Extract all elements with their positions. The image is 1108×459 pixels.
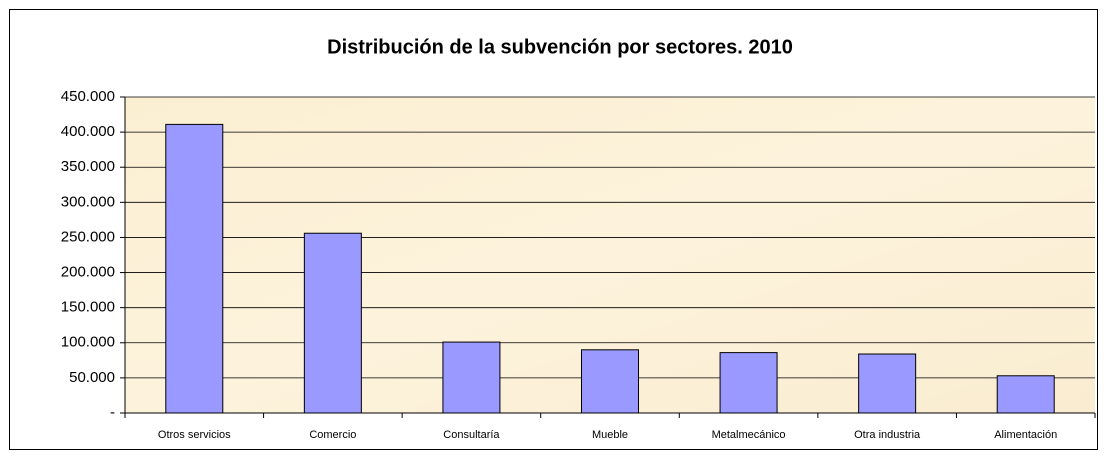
bar bbox=[996, 375, 1055, 414]
x-tick-label: Consultaría bbox=[443, 429, 500, 441]
y-tick-label: 450.000 bbox=[61, 88, 115, 105]
y-tick-label: 350.000 bbox=[61, 158, 115, 175]
x-tick-label: Mueble bbox=[592, 429, 628, 441]
bar bbox=[442, 341, 501, 414]
y-tick-label: 100.000 bbox=[61, 334, 115, 351]
bar bbox=[581, 349, 639, 414]
x-tick-label: Otra industria bbox=[854, 429, 921, 441]
bar bbox=[719, 352, 778, 414]
y-tick-label: - bbox=[110, 404, 115, 421]
y-tick-label: 150.000 bbox=[61, 299, 115, 316]
y-tick-label: 400.000 bbox=[61, 123, 115, 140]
bar bbox=[858, 353, 917, 414]
x-tick-label: Otros servicios bbox=[158, 429, 231, 441]
y-tick-label: 200.000 bbox=[61, 264, 115, 281]
bar bbox=[303, 232, 362, 414]
chart-title: Distribución de la subvención por sector… bbox=[327, 36, 793, 58]
x-tick-label: Metalmecánico bbox=[712, 429, 786, 441]
x-tick-label: Alimentación bbox=[994, 429, 1057, 441]
bar bbox=[165, 123, 224, 414]
y-tick-label: 250.000 bbox=[61, 228, 115, 245]
y-tick-label: 50.000 bbox=[69, 369, 115, 386]
y-tick-label: 300.000 bbox=[61, 193, 115, 210]
x-tick-label: Comercio bbox=[309, 429, 356, 441]
